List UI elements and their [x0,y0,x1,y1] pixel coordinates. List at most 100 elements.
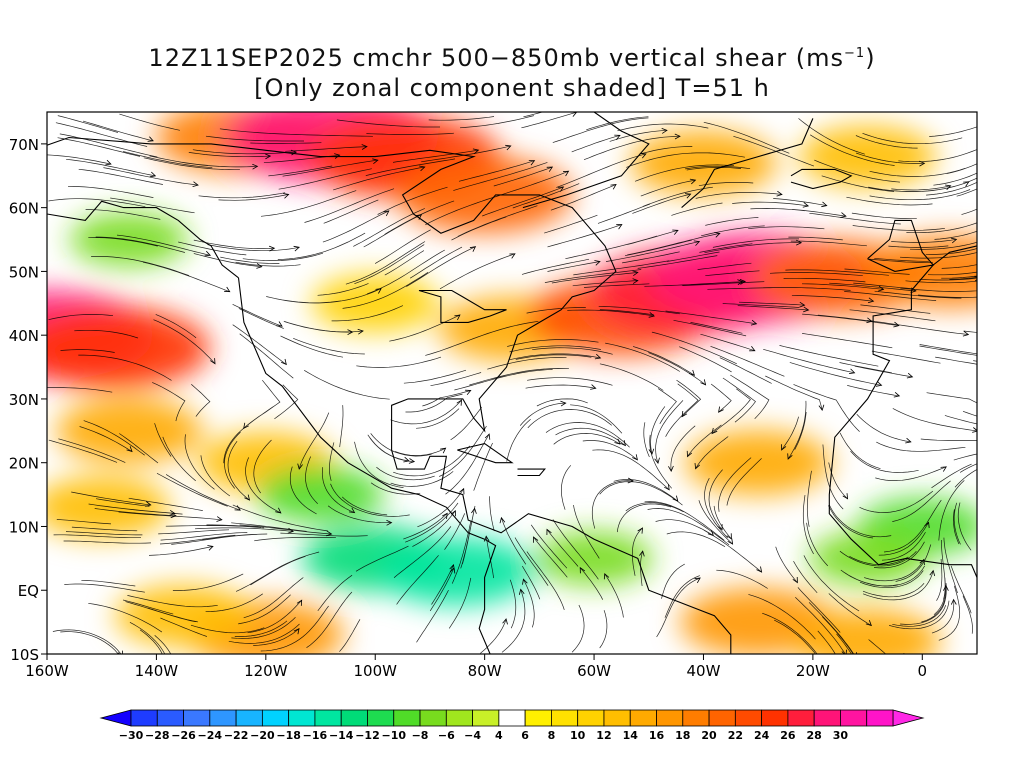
colorbar-swatch [813,709,841,727]
colorbar-label: 26 [780,729,796,742]
colorbar-swatch [261,709,290,727]
x-tick-label: 140W [135,662,179,680]
colorbar-label: 18 [675,729,690,742]
colorbar-label: −28 [145,729,170,742]
colorbar: −30 −28 −26 −24 −22 −20 −18 −16 −14 −12 −10 −8 −6 −4 4… [99,709,925,742]
colorbar-label: −24 [198,729,223,742]
colorbar-swatch [156,709,184,727]
colorbar-label: −18 [276,729,301,742]
colorbar-swatch [840,709,868,727]
shear-field-region [47,306,211,390]
colorbar-label: 24 [754,729,770,742]
shear-field-region [794,608,942,654]
colorbar-swatch [498,709,526,727]
x-tick-label: 20W [796,662,830,680]
colorbar-over-arrow [892,709,925,727]
colorbar-swatch [393,709,421,727]
colorbar-swatch [551,709,579,727]
shear-field-region [629,130,778,196]
streamline-arrows [105,112,977,654]
colorbar-label: 8 [548,729,556,742]
colorbar-swatch [866,709,894,727]
colorbar-label: −10 [381,729,406,742]
streamline [47,112,977,654]
colorbar-swatch [708,709,736,727]
colorbar-swatch [288,709,316,727]
shear-field-region [114,584,253,647]
colorbar-swatch [419,709,447,727]
colorbar-label: 16 [649,729,665,742]
x-tick-label: 40W [687,662,721,680]
colorbar-swatch [367,709,395,727]
colorbar-swatch [734,709,763,727]
colorbar-label: 4 [495,729,503,742]
colorbar-label: 6 [521,729,529,742]
colorbar-swatch [577,709,605,727]
colorbar-swatch [656,709,684,727]
colorbar-label: 14 [623,729,639,742]
colorbar-swatch [629,709,657,727]
x-tick-label: 0 [918,662,928,680]
y-tick-label: 30N [9,391,39,409]
y-tick-label: 10N [9,518,39,536]
y-tick-label: 10S [10,646,39,664]
colorbar-label: 10 [570,729,586,742]
colorbar-label: 22 [728,729,743,742]
colorbar-label: −8 [412,729,429,742]
colorbar-swatch [682,709,710,727]
colorbar-under-arrow [99,709,132,727]
shear-field-region [684,430,832,496]
y-tick-label: EQ [18,582,39,600]
y-tick-label: 40N [9,327,39,345]
chart-title: 12Z11SEP2025 cmchr 500−850mb vertical sh… [148,44,876,72]
coastline [47,112,977,654]
y-tick-label: 60N [9,200,39,218]
colorbar-label: −22 [224,729,249,742]
colorbar-swatch [787,709,815,727]
wind-streamlines [47,112,977,654]
chart-subtitle: [Only zonal component shaded] T=51 h [254,74,770,102]
colorbar-swatch [603,709,631,727]
y-tick-label: 70N [9,136,39,154]
x-tick-label: 60W [577,662,611,680]
colorbar-label: −14 [329,729,354,742]
colorbar-label: −20 [250,729,275,742]
colorbar-swatch [314,709,342,727]
shear-field-region [534,531,654,586]
shear-field-region [55,398,203,464]
colorbar-swatch [445,709,473,727]
x-tick-label: 160W [25,662,69,680]
y-tick-label: 20N [9,455,39,473]
colorbar-swatch [183,709,211,727]
shear-field-region [47,476,171,539]
colorbar-swatch [235,709,263,727]
map-axes: 160W 140W 120W 100W 80W 60W 40W 20W 0 70N 60N 50N 40… [9,136,927,680]
colorbar-label: −6 [438,729,455,742]
coastlines [47,112,977,654]
colorbar-label: −26 [171,729,196,742]
colorbar-label: −12 [355,729,380,742]
colorbar-swatch [524,709,552,727]
colorbar-swatch [130,709,158,727]
shear-field-region [311,274,440,333]
x-tick-label: 100W [354,662,398,680]
x-tick-label: 120W [244,662,288,680]
colorbar-label: −16 [303,729,328,742]
colorbar-label: 28 [807,729,822,742]
colorbar-swatch [761,709,789,727]
colorbar-label: 20 [701,729,717,742]
colorbar-label: −4 [464,729,481,742]
y-tick-label: 50N [9,263,39,281]
colorbar-swatch [209,709,237,727]
colorbar-label: −30 [119,729,144,742]
x-tick-label: 80W [468,662,502,680]
colorbar-label: 30 [833,729,849,742]
shear-field-region [256,465,385,524]
plot-frame [46,111,978,655]
shear-shading [47,112,977,654]
colorbar-swatch [472,709,500,727]
shear-field-region [808,531,927,586]
colorbar-label: 12 [596,729,611,742]
shear-field-region [396,156,573,233]
